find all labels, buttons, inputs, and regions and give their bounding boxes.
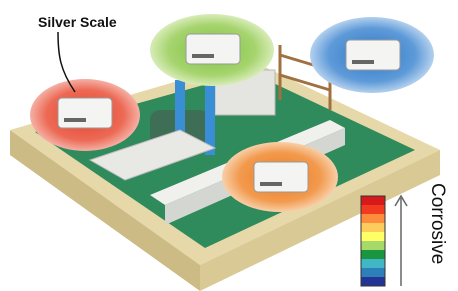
sensor-orange	[222, 142, 338, 212]
sensor-red	[30, 79, 140, 151]
scale-arrow	[395, 196, 407, 286]
color-scale	[361, 196, 385, 286]
page: Silver Scale Corrosive (() => { const da…	[0, 0, 458, 291]
scale-label: Corrosive	[427, 183, 448, 264]
sensor-green	[150, 14, 274, 86]
sensor-blue	[310, 17, 434, 93]
illustration: Silver Scale Corrosive	[0, 0, 458, 291]
device-label: Silver Scale	[38, 14, 117, 30]
